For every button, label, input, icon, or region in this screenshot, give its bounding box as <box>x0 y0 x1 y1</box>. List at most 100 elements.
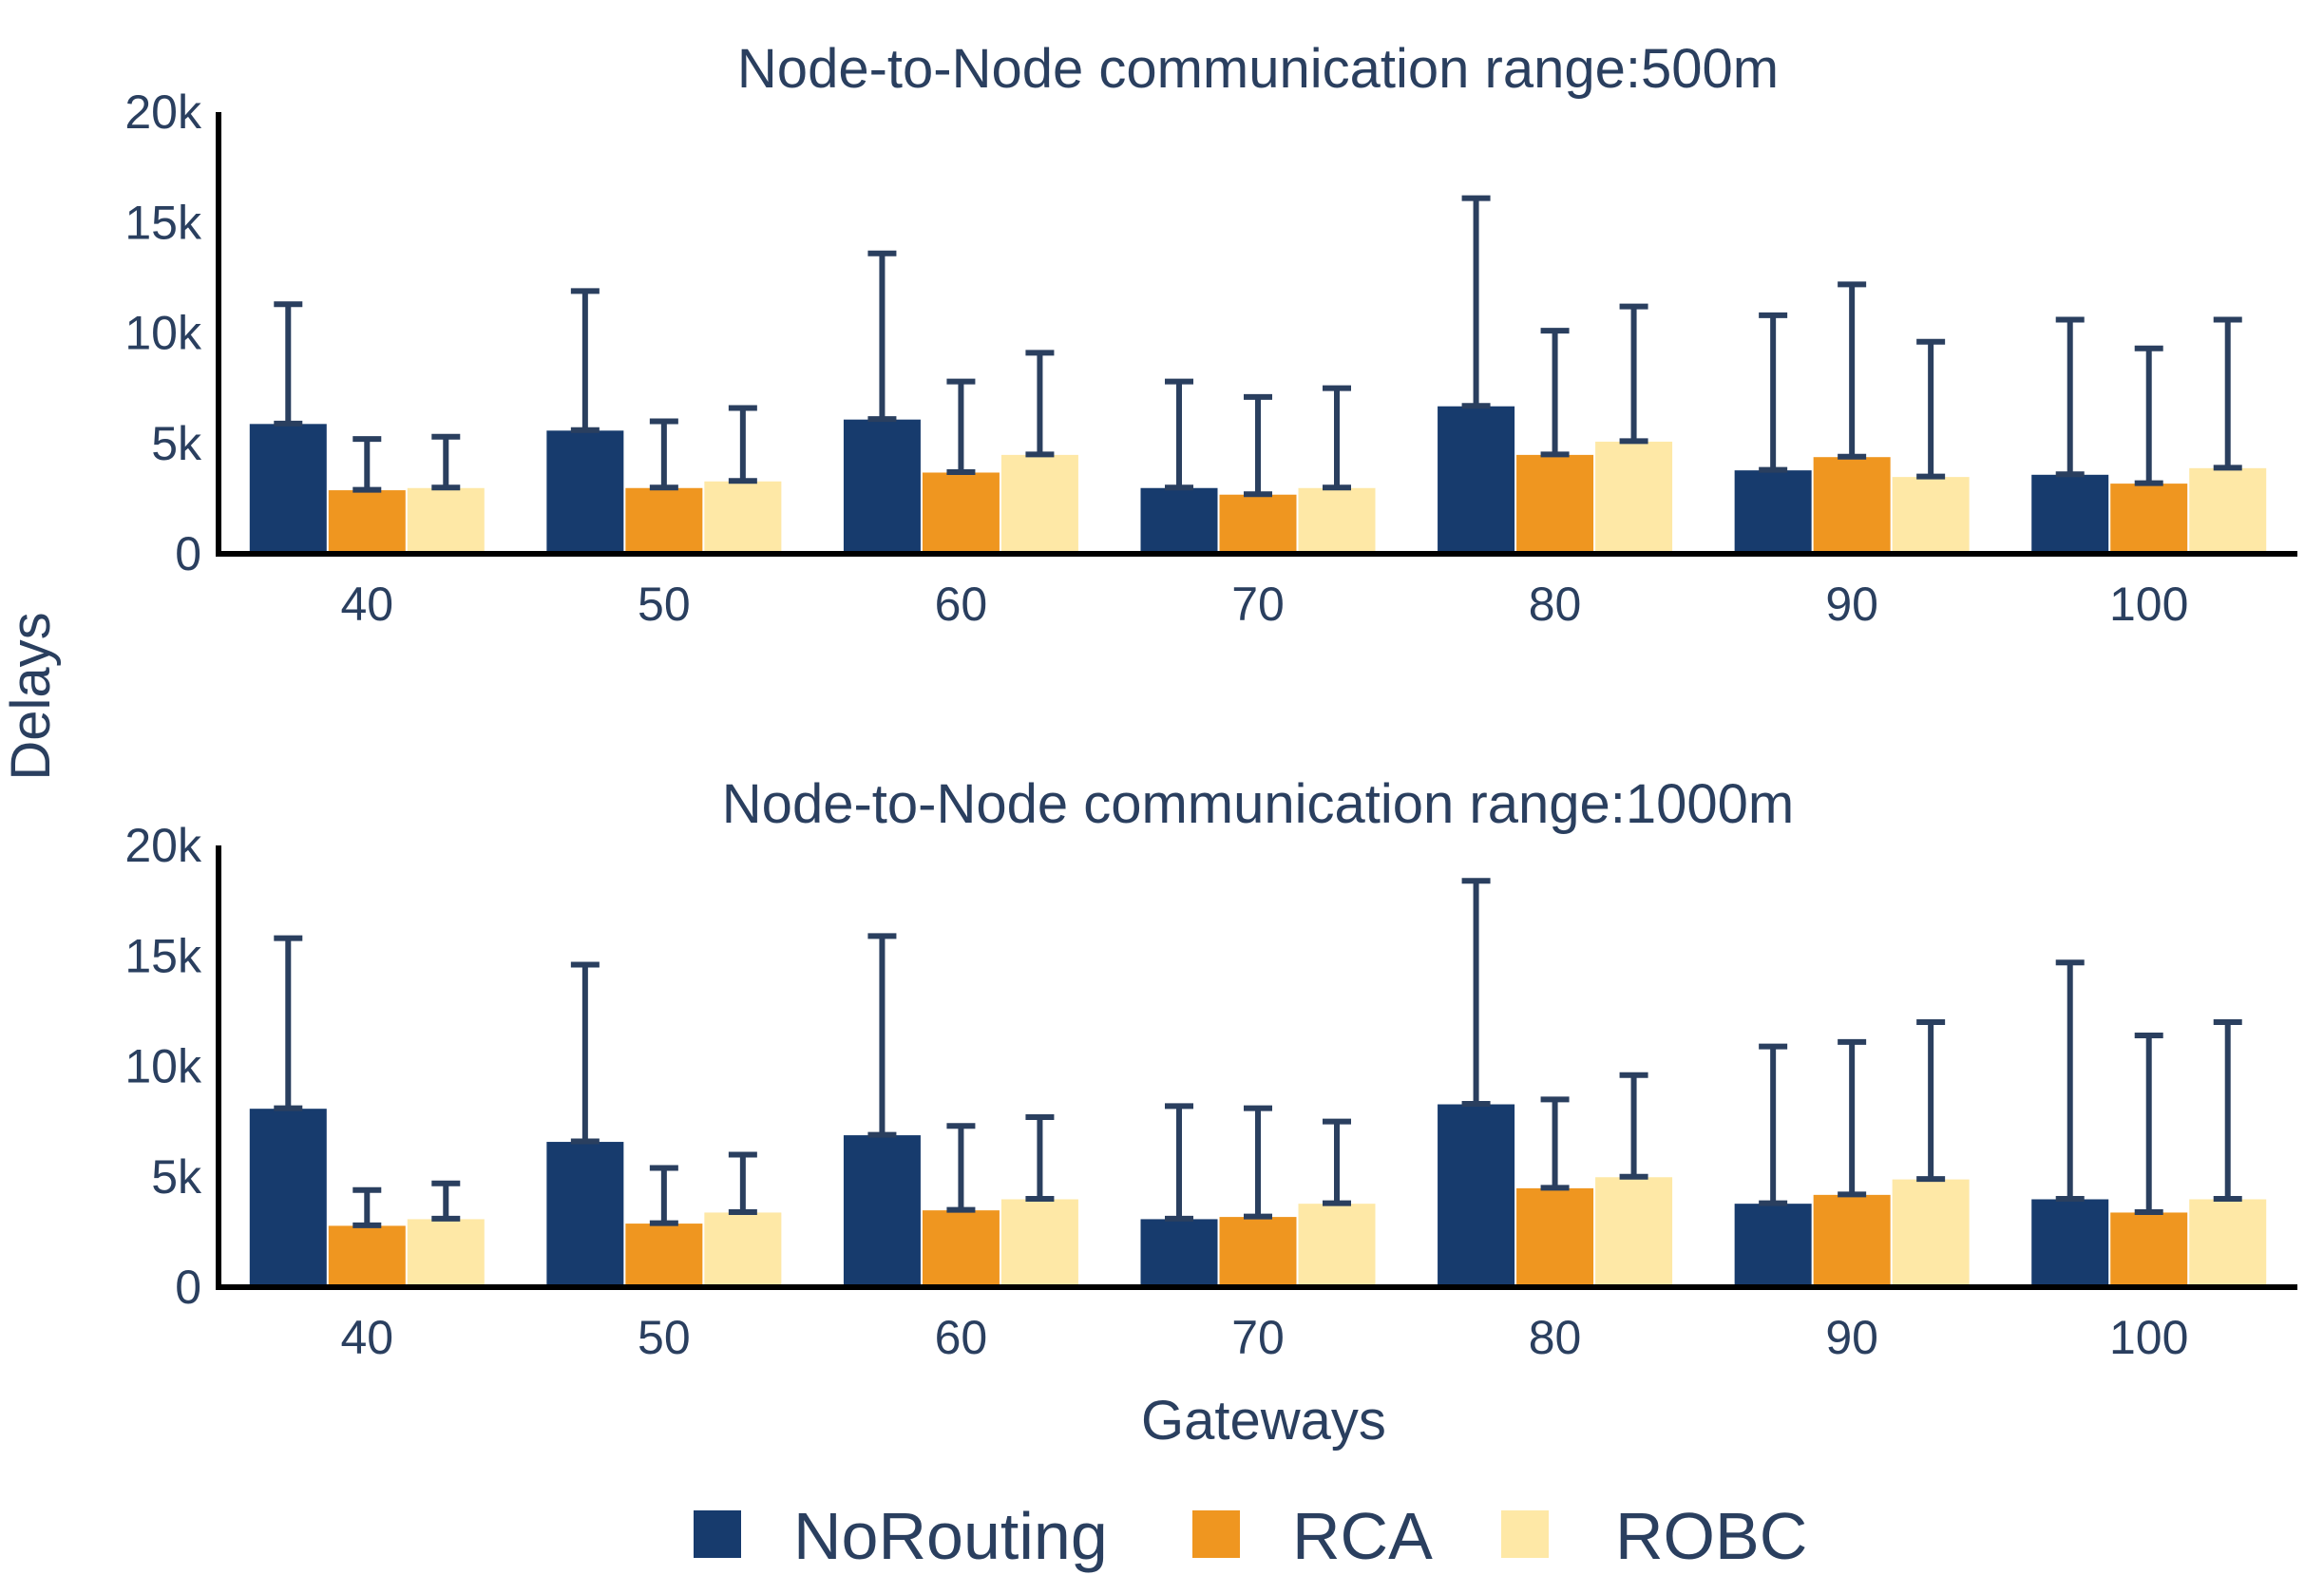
legend-label: ROBC <box>1615 1499 1807 1573</box>
x-tick-label: 70 <box>1231 1311 1285 1364</box>
bar-rca-60 <box>921 1209 1000 1288</box>
subplots: Node-to-Node communication range:500m 0 5k… <box>124 38 2297 1364</box>
x-tick-label: 70 <box>1231 578 1285 631</box>
error-bar-robc-60 <box>1025 350 1055 458</box>
error-bar-rca-100 <box>2134 1032 2163 1215</box>
y-tick-label: 10k <box>124 1040 202 1093</box>
bar-rca-70 <box>1218 493 1298 555</box>
bar-rca-40 <box>327 489 407 555</box>
x-tick-label: 60 <box>935 578 988 631</box>
bar-norouting-60 <box>842 1134 922 1288</box>
error-bar-rca-40 <box>352 1186 382 1228</box>
x-tick-label: 50 <box>638 1311 691 1364</box>
bar-rca-50 <box>624 1223 704 1288</box>
error-bar-rca-90 <box>1838 281 1867 460</box>
y-tick-label: 5k <box>151 417 202 470</box>
error-bar-norouting-80 <box>1461 878 1491 1108</box>
bar-robc-50 <box>703 480 783 555</box>
error-bar-rca-70 <box>1244 393 1272 498</box>
bar-rca-40 <box>327 1224 407 1288</box>
bar-robc-40 <box>406 486 486 555</box>
error-bar-rca-80 <box>1540 328 1570 458</box>
legend-swatch <box>1192 1510 1240 1558</box>
error-bar-robc-80 <box>1619 303 1648 445</box>
error-bar-robc-50 <box>728 405 757 484</box>
bar-rca-90 <box>1812 1193 1892 1288</box>
error-bar-rca-80 <box>1540 1096 1570 1191</box>
error-bar-robc-80 <box>1619 1072 1648 1180</box>
legend-item-robc: ROBC <box>1501 1499 1807 1573</box>
bar-norouting-50 <box>545 1141 625 1288</box>
bar-rca-50 <box>624 486 704 555</box>
legend-item-rca: RCA <box>1192 1499 1433 1573</box>
x-tick-label: 50 <box>638 578 691 631</box>
bar-rca-60 <box>921 471 1000 555</box>
bar-robc-40 <box>406 1218 486 1288</box>
x-tick-label: 90 <box>1825 1311 1878 1364</box>
y-tick-label: 0 <box>175 527 201 580</box>
bar-norouting-100 <box>2030 1198 2110 1288</box>
x-tick-label: 40 <box>340 578 393 631</box>
error-bar-norouting-70 <box>1165 1103 1193 1222</box>
error-bar-norouting-80 <box>1461 195 1491 409</box>
error-bar-norouting-90 <box>1759 312 1788 473</box>
x-tick-label: 80 <box>1529 578 1582 631</box>
error-bar-robc-70 <box>1323 385 1351 491</box>
bar-robc-70 <box>1297 486 1377 555</box>
legend-label: RCA <box>1292 1499 1433 1573</box>
bar-rca-80 <box>1515 1186 1595 1288</box>
error-bar-rca-50 <box>649 418 678 491</box>
error-bar-robc-60 <box>1025 1113 1055 1202</box>
y-tick-label: 20k <box>124 819 202 872</box>
bar-rca-70 <box>1218 1216 1298 1288</box>
y-tick-label: 10k <box>124 307 202 360</box>
error-bar-robc-50 <box>728 1151 757 1215</box>
bar-norouting-80 <box>1437 405 1516 555</box>
error-bar-norouting-70 <box>1165 378 1193 491</box>
bar-robc-100 <box>2188 1198 2268 1288</box>
bar-norouting-70 <box>1139 1218 1219 1288</box>
bar-robc-100 <box>2188 466 2268 555</box>
x-tick-label: 80 <box>1529 1311 1582 1364</box>
error-bar-norouting-100 <box>2055 959 2085 1202</box>
error-bar-rca-60 <box>946 1123 976 1213</box>
bar-robc-90 <box>1891 476 1971 555</box>
bar-robc-70 <box>1297 1203 1377 1288</box>
bar-robc-60 <box>1000 1198 1079 1288</box>
error-bar-norouting-40 <box>274 301 303 427</box>
error-bar-norouting-100 <box>2055 316 2085 478</box>
error-bar-robc-90 <box>1916 1019 1946 1183</box>
y-tick-label: 15k <box>124 929 202 982</box>
legend-label: NoRouting <box>793 1499 1108 1573</box>
legend-item-norouting: NoRouting <box>694 1499 1108 1573</box>
bar-norouting-90 <box>1733 1203 1813 1288</box>
error-bar-rca-40 <box>352 436 382 493</box>
subplot-1: Node-to-Node communication range:500m 0 5k… <box>124 38 2297 631</box>
legend-swatch <box>1501 1510 1549 1558</box>
bar-norouting-90 <box>1733 469 1813 555</box>
bar-norouting-60 <box>842 418 922 555</box>
error-bar-robc-70 <box>1323 1118 1351 1206</box>
error-bar-rca-60 <box>946 378 976 475</box>
error-bar-norouting-90 <box>1759 1043 1788 1206</box>
error-bar-norouting-50 <box>570 961 600 1145</box>
error-bar-rca-100 <box>2134 345 2163 486</box>
y-axis-title: Delays <box>0 612 62 780</box>
bar-rca-90 <box>1812 456 1892 555</box>
error-bar-rca-50 <box>649 1165 678 1226</box>
bar-robc-80 <box>1594 1176 1674 1288</box>
error-bar-norouting-60 <box>867 933 897 1138</box>
bar-norouting-70 <box>1139 486 1219 555</box>
bar-norouting-40 <box>248 423 328 555</box>
y-tick-label: 0 <box>175 1261 201 1314</box>
error-bar-robc-100 <box>2213 1019 2242 1202</box>
bar-robc-80 <box>1594 440 1674 555</box>
legend-swatch <box>694 1510 741 1558</box>
error-bar-norouting-40 <box>274 935 303 1111</box>
error-bar-norouting-50 <box>570 288 600 433</box>
bar-norouting-100 <box>2030 473 2110 555</box>
x-tick-label: 40 <box>340 1311 393 1364</box>
x-tick-label: 90 <box>1825 578 1878 631</box>
bar-rca-100 <box>2109 1211 2189 1288</box>
bar-norouting-50 <box>545 429 625 555</box>
